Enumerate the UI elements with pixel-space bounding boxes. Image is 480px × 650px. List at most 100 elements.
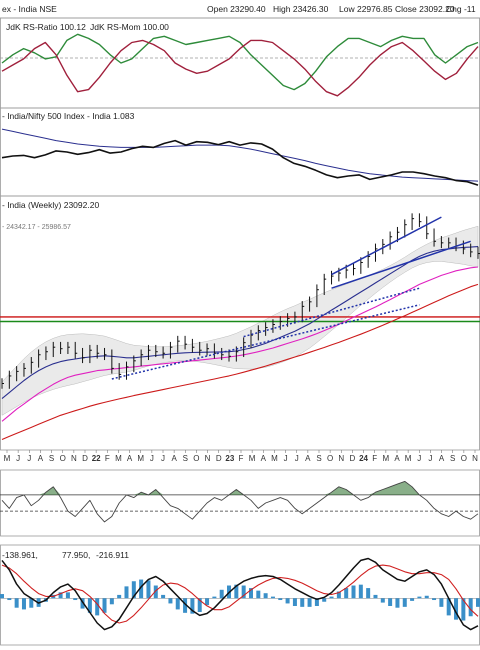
- macd-histogram-bar: [190, 598, 195, 614]
- macd-histogram-bar: [139, 579, 144, 599]
- x-tick-label: 24: [359, 454, 368, 463]
- macd-histogram-bar: [351, 585, 356, 599]
- x-tick-label: A: [127, 454, 133, 463]
- macd-histogram-bar: [197, 598, 202, 612]
- macd-histogram-bar: [439, 598, 444, 607]
- x-tick-label: M: [137, 454, 144, 463]
- x-tick-label: J: [417, 454, 421, 463]
- macd-histogram-bar: [58, 592, 63, 599]
- macd-histogram-bar: [65, 592, 70, 599]
- macd-histogram-bar: [248, 588, 253, 599]
- relative-legend: - India/Nifty 500 Index - India 1.083: [2, 111, 135, 121]
- macd-histogram-bar: [402, 598, 407, 607]
- macd-histogram-bar: [432, 598, 437, 601]
- x-tick-label: A: [261, 454, 267, 463]
- macd-histogram-bar: [117, 594, 122, 599]
- macd-histogram-bar: [300, 598, 305, 607]
- macd-histogram-bar: [424, 595, 429, 599]
- macd-histogram-bar: [14, 598, 19, 608]
- moving-average-magenta: [1, 266, 479, 422]
- x-tick-label: 22: [92, 454, 101, 463]
- channel-upper-line: [331, 216, 442, 276]
- macd-histogram-bar: [212, 596, 217, 599]
- relative-ma-line: [1, 128, 479, 182]
- macd-signal-line: [1, 564, 479, 624]
- oscillator-panel: [0, 469, 480, 537]
- x-tick-label: J: [27, 454, 31, 463]
- macd-histogram-bar: [410, 598, 415, 601]
- macd-histogram-bar: [29, 598, 34, 608]
- macd-histogram-bar: [263, 593, 268, 599]
- macd-histogram-bar: [80, 598, 85, 609]
- x-tick-label: D: [350, 454, 356, 463]
- macd-histogram-bar: [476, 598, 480, 607]
- macd-histogram-bar: [124, 586, 129, 599]
- macd-histogram-bar: [153, 585, 158, 599]
- macd-histogram-bar: [168, 598, 173, 604]
- macd-histogram-bar: [205, 598, 210, 606]
- macd-histogram-bar: [183, 598, 188, 613]
- bollinger-band: [1, 225, 479, 416]
- x-tick-label: F: [239, 454, 244, 463]
- macd-histogram-bar: [7, 598, 12, 601]
- macd-histogram-bar: [446, 598, 451, 616]
- price-legend: - India (Weekly) 23092.20: [2, 200, 99, 210]
- rs-ratio-legend: JdK RS-Ratio 100.12: [6, 22, 86, 32]
- macd-signal-legend: 77.950,: [62, 550, 90, 560]
- macd-histogram-bar: [329, 596, 334, 599]
- header-change: Chg -11: [446, 4, 476, 14]
- macd-histogram-bar: [161, 594, 166, 599]
- moving-average-blue: [1, 246, 479, 400]
- x-tick-label: M: [249, 454, 256, 463]
- x-tick-label: M: [383, 454, 390, 463]
- x-tick-label: D: [82, 454, 88, 463]
- macd-histogram-bar: [285, 598, 290, 604]
- x-tick-label: J: [16, 454, 20, 463]
- macd-histogram-bar: [131, 581, 136, 599]
- header-open: Open 23290.40: [207, 4, 266, 14]
- macd-histogram-bar: [278, 598, 283, 601]
- x-tick-label: F: [105, 454, 110, 463]
- macd-histogram-bar: [234, 584, 239, 599]
- macd-histogram-bar: [307, 598, 312, 607]
- macd-histogram-bar: [175, 598, 180, 610]
- oscillator-line: [1, 480, 479, 523]
- macd-histogram-bar: [373, 594, 378, 599]
- macd-histogram-bar: [219, 589, 224, 599]
- macd-histogram-bar: [380, 598, 385, 603]
- channel-lower-line: [331, 240, 471, 289]
- x-tick-label: S: [316, 454, 321, 463]
- macd-line: [1, 557, 479, 631]
- x-tick-label: A: [394, 454, 400, 463]
- macd-histogram-bar: [395, 598, 400, 608]
- header-low: Low 22976.85: [339, 4, 393, 14]
- x-tick-label: N: [71, 454, 77, 463]
- macd-histogram-bar: [336, 591, 341, 599]
- macd-histogram-bar: [73, 598, 78, 601]
- x-tick-label: M: [405, 454, 412, 463]
- oscillator-overbought-fill: [2, 481, 478, 495]
- x-tick-label: O: [327, 454, 333, 463]
- macd-histogram-bar: [95, 598, 100, 616]
- x-tick-label: D: [216, 454, 222, 463]
- moving-average-red: [1, 283, 479, 441]
- macd-histogram-bar: [87, 598, 92, 613]
- macd-histogram-bar: [256, 590, 261, 599]
- x-tick-label: J: [284, 454, 288, 463]
- macd-histogram-bar: [270, 596, 275, 599]
- macd-histogram-bar: [146, 580, 151, 599]
- macd-histogram-bar: [109, 598, 114, 605]
- macd-histogram-legend: -216.911: [96, 550, 129, 560]
- x-tick-label: M: [115, 454, 122, 463]
- x-tick-label: J: [161, 454, 165, 463]
- x-tick-label: F: [372, 454, 377, 463]
- x-tick-label: S: [183, 454, 188, 463]
- x-tick-label: N: [205, 454, 211, 463]
- x-tick-label: J: [428, 454, 432, 463]
- rising-trendline-lower: [111, 304, 420, 380]
- macd-histogram-bar: [292, 598, 297, 607]
- x-tick-label: N: [338, 454, 344, 463]
- x-tick-label: S: [49, 454, 54, 463]
- rs-ratio-line: [1, 33, 479, 91]
